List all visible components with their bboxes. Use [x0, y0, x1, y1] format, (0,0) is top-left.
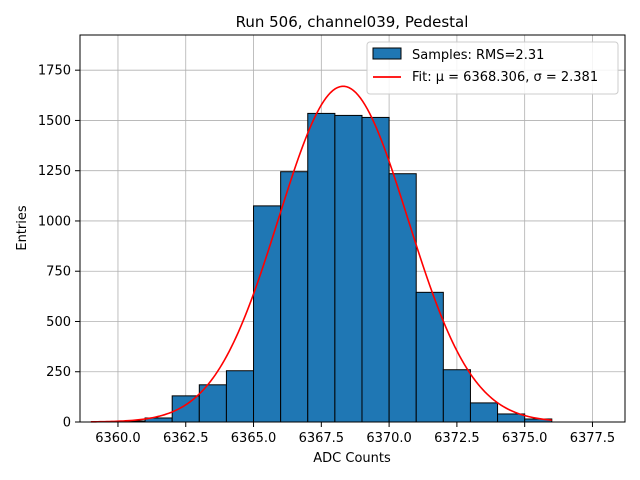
histogram-bar	[497, 413, 526, 423]
histogram-bar	[171, 395, 200, 423]
legend-box	[366, 41, 619, 95]
histogram-bar	[253, 205, 282, 423]
legend-label-samples: Samples: RMS=2.31	[412, 48, 544, 63]
x-tick-label: 6377.5	[570, 431, 616, 446]
histogram-bar	[415, 291, 444, 423]
legend: Samples: RMS=2.31 Fit: μ = 6368.306, σ =…	[366, 41, 619, 95]
x-tick-label: 6367.5	[299, 431, 345, 446]
histogram-bar	[334, 114, 363, 423]
fit-curve	[90, 85, 552, 423]
x-axis-label: ADC Counts	[313, 451, 391, 466]
plot-frame	[79, 34, 626, 423]
histogram-bar	[469, 402, 499, 423]
x-tick-label: 6365.0	[231, 431, 277, 446]
y-tick-label: 750	[46, 265, 71, 280]
histogram-bar	[280, 171, 309, 423]
x-tick-label: 6372.5	[434, 431, 480, 446]
y-tick-label: 0	[63, 416, 71, 431]
y-tick-label: 1500	[38, 114, 71, 129]
x-tick-label: 6370.0	[366, 431, 412, 446]
histogram-bar	[307, 112, 336, 423]
y-tick-label: 500	[46, 315, 71, 330]
y-tick-label: 1250	[38, 164, 71, 179]
x-tick-label: 6375.0	[502, 431, 548, 446]
legend-swatch-samples	[372, 47, 402, 60]
histogram-bar	[225, 370, 255, 423]
y-tick-label: 1000	[38, 214, 71, 229]
histogram-bar	[388, 173, 417, 423]
y-tick-label: 1750	[38, 64, 71, 79]
legend-label-fit: Fit: μ = 6368.306, σ = 2.381	[412, 70, 598, 85]
fit-curve-group	[90, 85, 552, 423]
x-axis-ticks: 6360.0 6362.5 6365.0 6367.5 6370.0 6372.5 6375…	[95, 422, 615, 446]
y-axis-label: Entries	[15, 205, 30, 251]
histogram-bar	[361, 116, 390, 423]
x-tick-label: 6360.0	[95, 431, 141, 446]
x-tick-label: 6362.5	[163, 431, 209, 446]
chart-title: Run 506, channel039, Pedestal	[236, 13, 469, 31]
y-axis-ticks: 0 250 500 750 1000 1250 1500 1750	[38, 64, 80, 431]
histogram-bar	[442, 369, 471, 423]
histogram-bars	[117, 112, 553, 423]
y-tick-label: 250	[46, 365, 71, 380]
